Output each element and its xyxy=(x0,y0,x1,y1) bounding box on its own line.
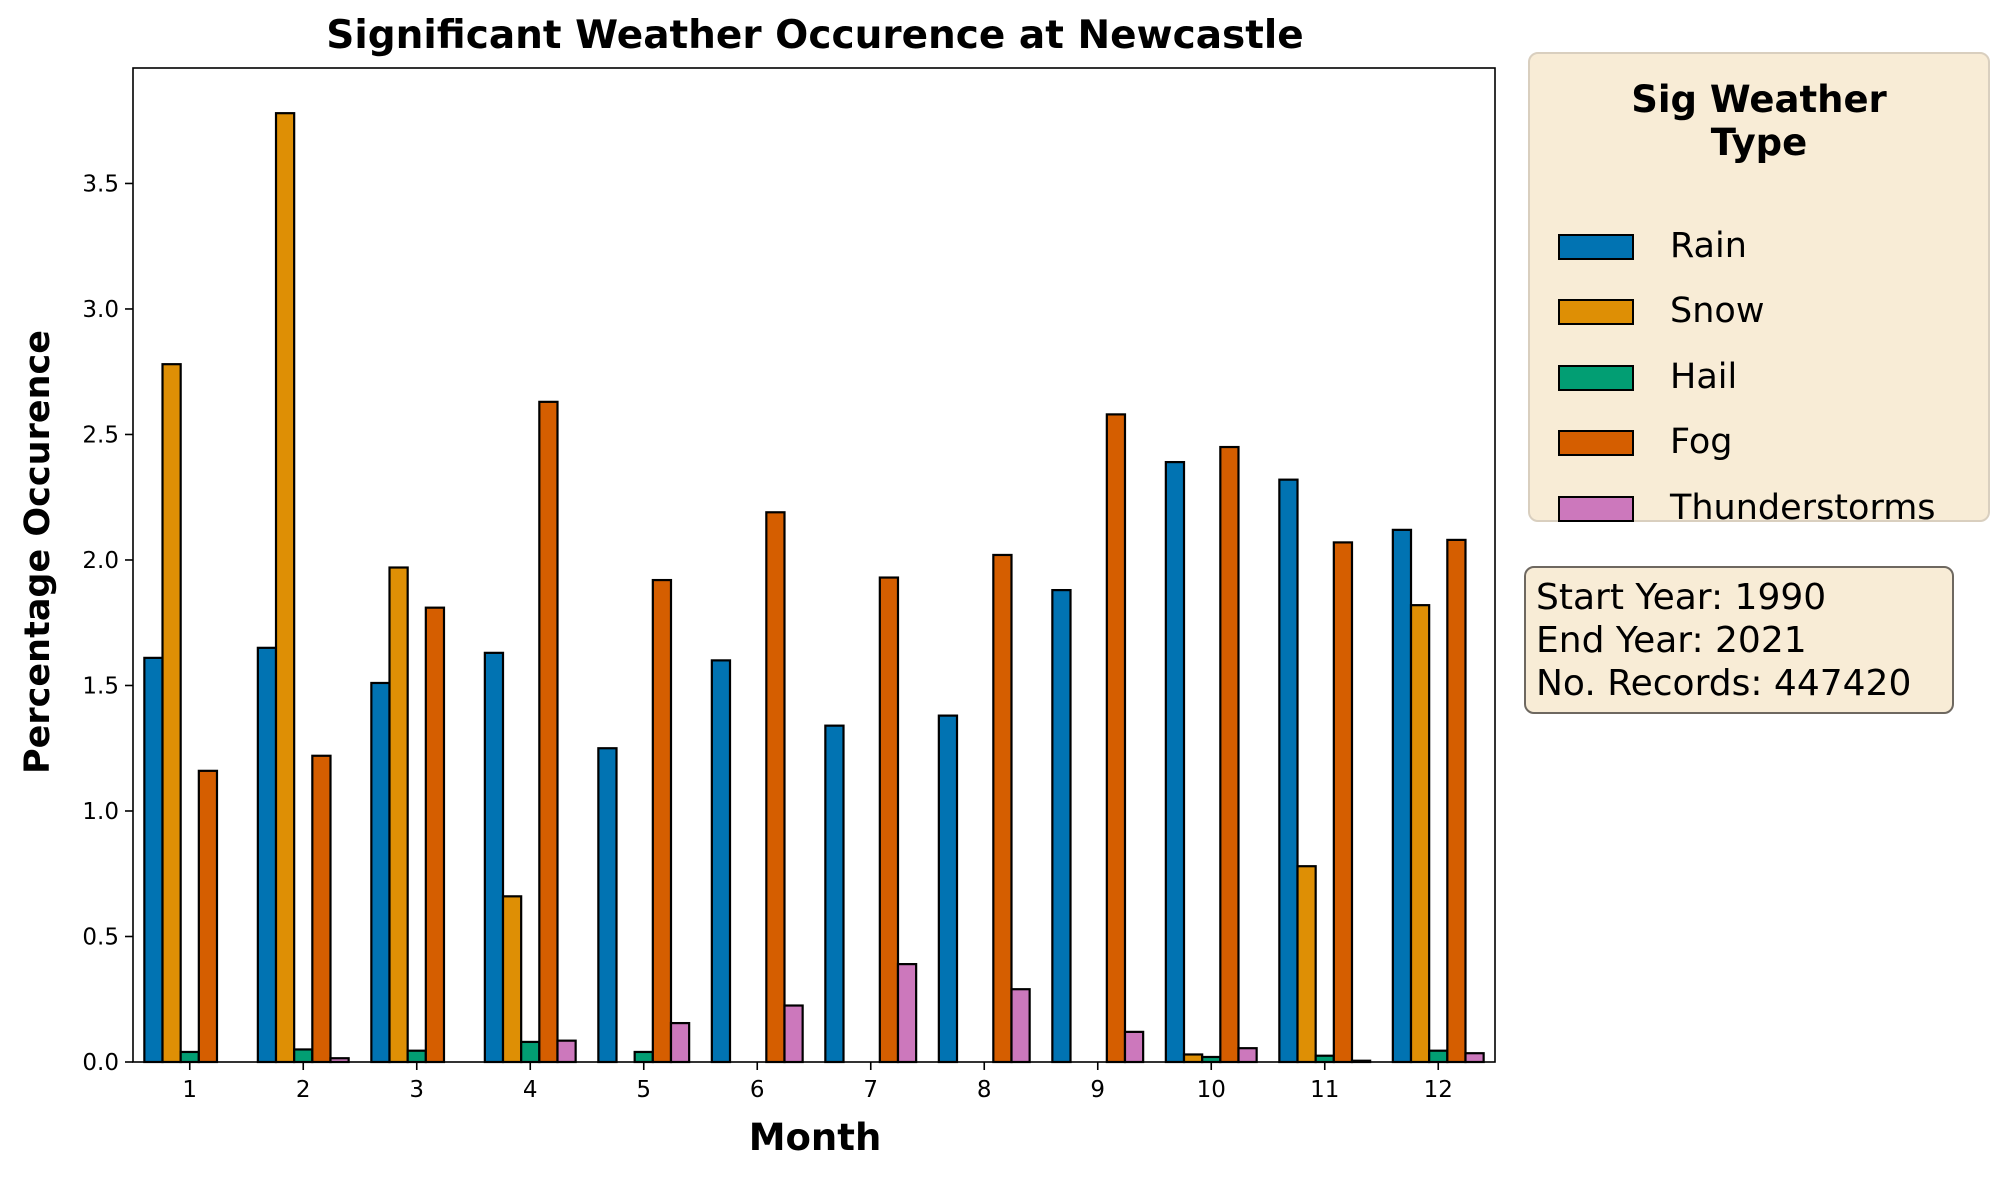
bar-hail-month-12 xyxy=(1428,1049,1449,1064)
bar-snow-month-4 xyxy=(501,895,523,1064)
bar-snow-month-2 xyxy=(274,112,296,1064)
bar-thunderstorms-month-6 xyxy=(783,1004,804,1064)
info-records: No. Records: 447420 xyxy=(1536,663,1912,704)
bar-snow-month-3 xyxy=(388,566,409,1064)
bar-thunderstorms-month-9 xyxy=(1123,1030,1145,1064)
x-axis-label: Month xyxy=(749,1116,882,1159)
bar-fog-month-2 xyxy=(311,754,332,1064)
bar-thunderstorms-month-8 xyxy=(1010,988,1031,1064)
bar-rain-month-1 xyxy=(143,656,164,1064)
y-tick-label: 1.5 xyxy=(82,673,119,699)
bar-rain-month-6 xyxy=(710,659,732,1064)
chart-title: Significant Weather Occurence at Newcast… xyxy=(326,13,1303,58)
bar-rain-month-12 xyxy=(1391,528,1413,1064)
bar-rain-month-11 xyxy=(1278,478,1299,1064)
x-tick-label: 5 xyxy=(636,1077,651,1103)
bar-hail-month-4 xyxy=(520,1040,541,1064)
x-tick-label: 8 xyxy=(977,1077,992,1103)
bar-rain-month-9 xyxy=(1051,588,1072,1064)
legend-swatch-thunderstorms xyxy=(1558,496,1634,522)
y-tick-label: 2.0 xyxy=(82,548,119,574)
x-tick-label: 3 xyxy=(409,1077,424,1103)
bar-fog-month-9 xyxy=(1105,413,1127,1064)
info-box: Start Year: 1990 End Year: 2021 No. Reco… xyxy=(1524,566,1954,714)
y-tick-label: 0.5 xyxy=(82,924,119,950)
plot-frame xyxy=(132,67,1496,1063)
x-tick-label: 9 xyxy=(1090,1077,1105,1103)
legend-swatch-rain xyxy=(1558,234,1634,260)
bar-fog-month-7 xyxy=(878,576,900,1064)
bar-thunderstorms-month-5 xyxy=(669,1021,691,1064)
legend-swatch-fog xyxy=(1558,430,1634,456)
bar-rain-month-2 xyxy=(256,646,278,1064)
bar-hail-month-1 xyxy=(179,1050,200,1064)
bar-thunderstorms-month-12 xyxy=(1464,1052,1485,1064)
y-axis-label: Percentage Occurence xyxy=(18,330,58,774)
bar-fog-month-12 xyxy=(1446,538,1467,1064)
x-tick-label: 10 xyxy=(1197,1077,1226,1103)
bar-rain-month-5 xyxy=(597,747,618,1064)
legend-title: Sig Weather Type xyxy=(1530,78,1988,164)
bar-thunderstorms-month-10 xyxy=(1237,1047,1258,1064)
legend-title-line1: Sig Weather xyxy=(1631,78,1887,121)
legend-label-thunderstorms: Thunderstorms xyxy=(1670,488,1936,528)
legend-swatch-hail xyxy=(1558,365,1634,391)
info-start-year: Start Year: 1990 xyxy=(1536,577,1827,618)
bar-fog-month-6 xyxy=(765,511,786,1064)
x-tick-label: 6 xyxy=(750,1077,765,1103)
bar-hail-month-5 xyxy=(633,1050,654,1064)
bar-hail-month-3 xyxy=(406,1049,427,1064)
axes-layer: 0.00.51.01.52.02.53.03.51 2 3 4 5 6 7 8 9 10 11 12 xyxy=(82,67,1496,1103)
x-tick-label: 2 xyxy=(296,1077,311,1103)
legend: Sig Weather Type Rain Snow Hail Fog Thun… xyxy=(1528,52,1990,528)
bar-rain-month-4 xyxy=(483,651,505,1064)
bar-rain-month-7 xyxy=(824,724,845,1064)
x-tick-label: 11 xyxy=(1310,1077,1339,1103)
bar-fog-month-10 xyxy=(1219,445,1240,1064)
bar-snow-month-12 xyxy=(1409,604,1431,1064)
legend-label-snow: Snow xyxy=(1670,291,1765,331)
bar-thunderstorms-month-4 xyxy=(556,1039,577,1064)
legend-label-hail: Hail xyxy=(1670,357,1738,397)
legend-label-rain: Rain xyxy=(1670,226,1747,266)
y-tick-label: 2.5 xyxy=(82,422,119,448)
bar-rain-month-8 xyxy=(937,714,959,1064)
bar-fog-month-8 xyxy=(992,553,1013,1064)
bar-hail-month-2 xyxy=(293,1048,314,1064)
y-tick-label: 0.0 xyxy=(82,1050,119,1076)
bar-fog-month-5 xyxy=(651,578,673,1064)
x-tick-label: 1 xyxy=(182,1077,197,1103)
bar-thunderstorms-month-7 xyxy=(896,963,918,1064)
y-tick-label: 3.0 xyxy=(82,297,119,323)
bar-fog-month-4 xyxy=(538,400,559,1064)
y-tick-label: 3.5 xyxy=(82,171,119,197)
x-tick-label: 7 xyxy=(863,1077,878,1103)
legend-label-fog: Fog xyxy=(1670,422,1733,462)
bar-fog-month-3 xyxy=(424,606,446,1064)
bar-snow-month-11 xyxy=(1296,865,1317,1064)
x-tick-label: 4 xyxy=(523,1077,538,1103)
bar-fog-month-1 xyxy=(197,769,219,1064)
legend-swatch-snow xyxy=(1558,299,1634,325)
bar-snow-month-10 xyxy=(1182,1053,1204,1064)
bar-hail-month-11 xyxy=(1314,1054,1335,1064)
bar-rain-month-10 xyxy=(1164,460,1186,1064)
x-tick-label: 12 xyxy=(1424,1077,1453,1103)
y-tick-label: 1.0 xyxy=(82,799,119,825)
legend-title-line2: Type xyxy=(1710,121,1808,164)
bar-snow-month-1 xyxy=(161,363,182,1064)
info-end-year: End Year: 2021 xyxy=(1536,620,1807,661)
bar-fog-month-11 xyxy=(1332,541,1354,1064)
bars-layer xyxy=(143,112,1485,1064)
bar-rain-month-3 xyxy=(370,681,391,1064)
